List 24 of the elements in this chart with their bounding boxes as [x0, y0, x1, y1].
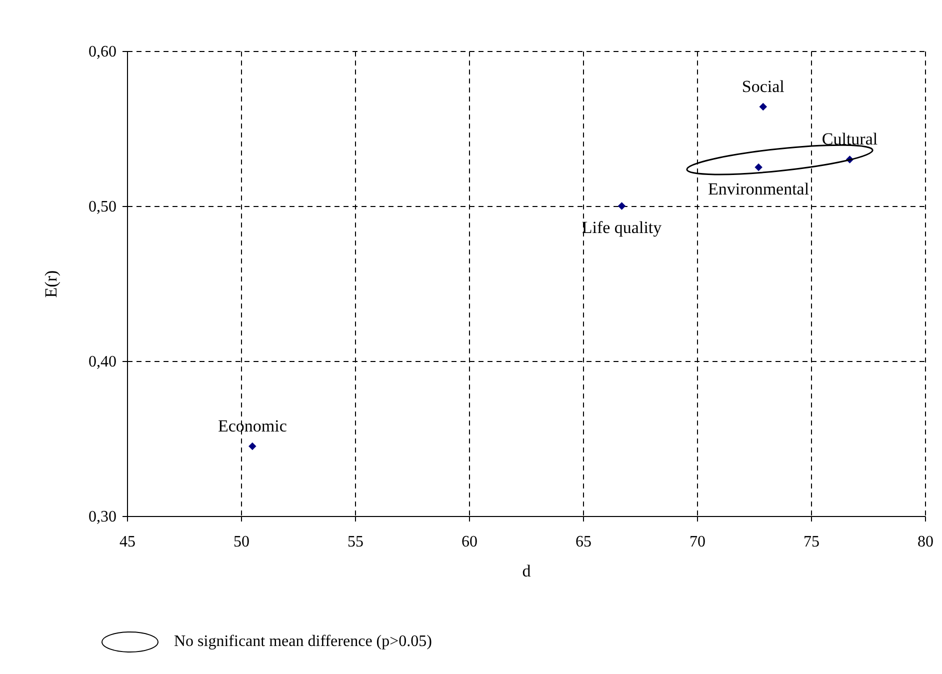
point [618, 202, 626, 210]
point [754, 163, 762, 172]
x-tick-label: 70 [690, 534, 706, 550]
x-tick-label: 50 [234, 534, 250, 550]
y-axis-title: E(r) [42, 270, 60, 298]
annotation: Life quality [582, 218, 662, 237]
x-tick-label: 75 [804, 534, 820, 550]
text: No significant mean difference (p>0.05) [174, 633, 432, 651]
x-tick-label: 80 [918, 534, 934, 550]
point [759, 102, 767, 111]
annotation: Economic [218, 416, 288, 436]
annotation: Social [742, 76, 785, 96]
annotation: Cultural [822, 130, 878, 148]
y-tick-label: 0,40 [88, 354, 116, 370]
x-tick-label: 60 [462, 534, 478, 550]
x-tick-label: 55 [348, 534, 364, 550]
x-axis-title: d [522, 562, 532, 580]
y-tick-label: 0,50 [88, 198, 116, 216]
x-tick-label: 45 [120, 534, 136, 550]
annotation: Environmental [708, 179, 810, 198]
point [248, 442, 256, 450]
y-tick-label: 0,30 [88, 508, 116, 526]
x-tick-label: 65 [576, 534, 592, 550]
y-tick-label: 0,60 [88, 44, 116, 60]
